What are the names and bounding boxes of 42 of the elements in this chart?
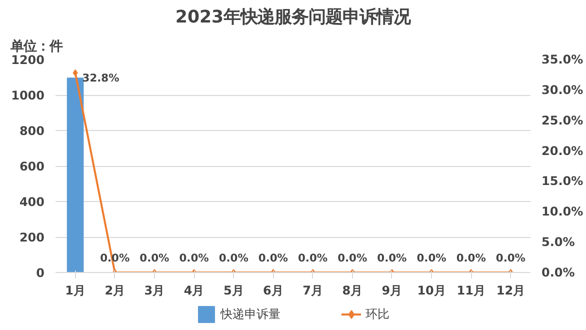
data-label: 0.0%: [140, 252, 170, 264]
data-label: 0.0%: [416, 252, 447, 264]
x-tick-label: 3月: [144, 284, 165, 298]
data-label: 0.0%: [338, 252, 368, 264]
data-label: 0.0%: [496, 252, 526, 264]
y2-tick-label: 0.0%: [542, 266, 575, 280]
x-tick-label: 12月: [496, 284, 526, 298]
x-tick-label: 11月: [456, 284, 486, 298]
data-label: 0.0%: [456, 252, 486, 264]
y2-tick-label: 15.0%: [542, 174, 584, 188]
x-tick-label: 1月: [65, 284, 86, 298]
x-tick-label: 6月: [263, 284, 284, 298]
y2-tick-label: 25.0%: [542, 113, 584, 128]
y-tick-label: 600: [19, 160, 45, 174]
data-label: 0.0%: [258, 252, 288, 264]
legend-label: 快递申诉量: [220, 306, 280, 322]
y2-tick-label: 20.0%: [542, 144, 584, 158]
x-tick-label: 9月: [382, 284, 402, 298]
y-tick-label: 1000: [11, 88, 45, 102]
data-label: 0.0%: [179, 252, 210, 264]
data-label: 0.0%: [298, 252, 328, 264]
y2-tick-label: 10.0%: [542, 204, 584, 219]
data-label: 0.0%: [377, 252, 408, 264]
x-tick-label: 8月: [342, 284, 363, 298]
x-tick-label: 10月: [417, 284, 446, 298]
y-tick-label: 800: [19, 124, 45, 138]
y-tick-label: 200: [19, 230, 45, 244]
data-label: 0.0%: [218, 252, 249, 264]
y-tick-label: 400: [19, 195, 45, 209]
y2-tick-label: 35.0%: [542, 52, 584, 66]
data-label: 32.8%: [82, 71, 120, 84]
x-tick-label: 4月: [184, 284, 204, 298]
text: 单位：件: [10, 38, 62, 54]
y-tick-label: 1200: [11, 53, 45, 67]
y2-tick-label: 30.0%: [542, 82, 584, 97]
y2-tick-label: 5.0%: [542, 235, 575, 250]
x-tick-label: 2月: [104, 284, 126, 298]
legend-label: 环比: [366, 306, 390, 322]
chart-title: 2023年快递服务问题申诉情况: [175, 8, 412, 28]
x-tick-label: 5月: [223, 284, 244, 298]
x-tick-label: 7月: [302, 284, 323, 298]
y-tick-label: 0: [36, 266, 45, 280]
